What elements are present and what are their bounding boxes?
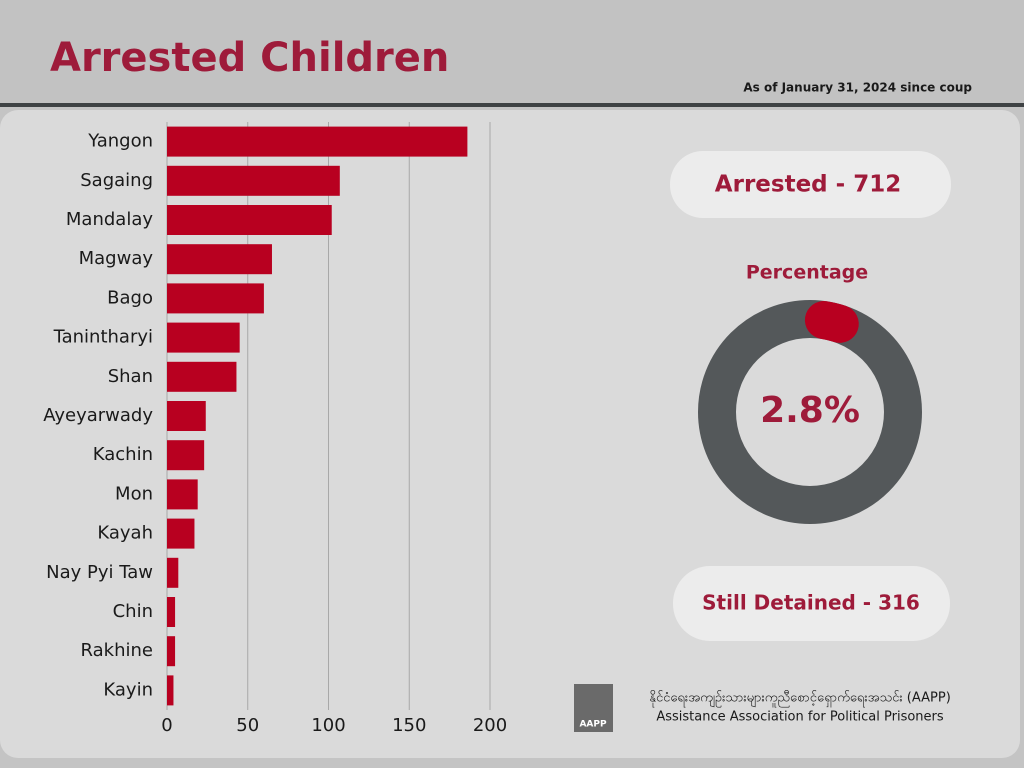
bar — [167, 557, 179, 588]
org-english: Assistance Association for Political Pri… — [656, 710, 944, 725]
bar — [167, 244, 272, 275]
bar — [167, 165, 340, 196]
arrested-stat: Arrested - 712 — [715, 172, 901, 198]
x-tick-label: 200 — [473, 715, 507, 736]
subtitle: As of January 31, 2024 since coup — [743, 81, 972, 95]
y-tick-label: Tanintharyi — [53, 327, 153, 348]
chart-title: Arrested Children — [50, 35, 449, 81]
y-tick-label: Shan — [108, 366, 153, 387]
donut-arc — [804, 301, 859, 343]
bar — [167, 518, 195, 549]
y-tick-label: Kachin — [93, 444, 153, 465]
y-tick-label: Kayin — [103, 679, 153, 700]
y-tick-label: Ayeyarwady — [43, 405, 153, 426]
y-tick-label: Sagaing — [80, 170, 153, 191]
bar — [167, 205, 332, 235]
bar — [167, 479, 198, 510]
x-tick-label: 100 — [311, 715, 345, 736]
y-tick-label: Magway — [79, 248, 154, 269]
y-tick-label: Rakhine — [81, 640, 153, 661]
header-band — [0, 0, 1024, 104]
y-tick-label: Mandalay — [66, 209, 153, 230]
bar — [167, 283, 264, 314]
x-tick-label: 0 — [161, 715, 172, 736]
detained-stat: Still Detained - 316 — [702, 591, 920, 615]
bar — [167, 401, 206, 431]
y-tick-label: Yangon — [87, 131, 153, 152]
bar — [167, 675, 174, 706]
donut-title: Percentage — [746, 262, 868, 284]
bar — [167, 597, 176, 627]
header-rule — [0, 103, 1024, 107]
y-tick-label: Mon — [115, 483, 153, 504]
donut-label: 2.8% — [760, 390, 860, 431]
bar — [167, 361, 237, 392]
y-tick-label: Kayah — [97, 523, 153, 544]
logo — [574, 684, 613, 732]
bar — [167, 322, 240, 353]
logo-text: AAPP — [579, 720, 607, 730]
y-tick-label: Chin — [113, 601, 153, 622]
bar — [167, 126, 468, 157]
bar — [167, 440, 205, 471]
x-tick-label: 150 — [392, 715, 426, 736]
org-myanmar: နိုင်ငံရေးအကျဉ်းသားများကူညီစောင့်ရှောက်ရ… — [649, 690, 951, 708]
bar — [167, 636, 176, 667]
x-tick-label: 50 — [236, 715, 259, 736]
stat-pill — [673, 566, 950, 641]
stat-pill — [670, 151, 951, 218]
y-tick-label: Bago — [107, 287, 153, 308]
y-tick-label: Nay Pyi Taw — [46, 562, 153, 583]
